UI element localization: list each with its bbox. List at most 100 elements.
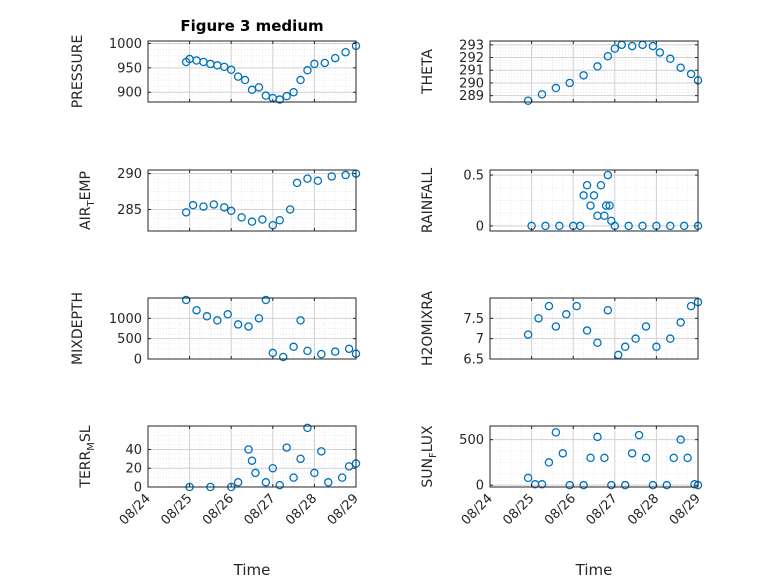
data-point xyxy=(247,217,257,226)
data-point xyxy=(666,54,675,64)
data-point xyxy=(275,215,284,225)
data-point xyxy=(289,87,298,97)
panel-h2omixra: 6.5 7 7.5 H2OMIXRA xyxy=(420,291,703,368)
data-point xyxy=(669,453,678,463)
data-point xyxy=(686,69,696,79)
panel-pressure: 900 950 1000 PRESSURE xyxy=(70,35,361,108)
data-point xyxy=(596,180,606,190)
axes-box xyxy=(489,297,699,360)
data-point xyxy=(341,47,350,57)
data-point xyxy=(292,178,302,188)
data-point xyxy=(537,90,547,99)
data-point xyxy=(282,91,291,101)
data-point xyxy=(251,468,260,478)
y-tick-label: 950 xyxy=(117,61,142,76)
data-point xyxy=(582,326,592,335)
y-axis-label: TERRMSL xyxy=(78,425,97,488)
data-point xyxy=(223,310,232,319)
data-point xyxy=(686,301,696,311)
data-point xyxy=(261,478,271,487)
data-point xyxy=(624,221,633,231)
data-point xyxy=(247,456,257,465)
data-point xyxy=(582,180,592,190)
data-point xyxy=(226,206,236,216)
data-point xyxy=(268,463,278,473)
x-tick-label: 08/26 xyxy=(542,491,579,528)
minor-grid xyxy=(489,41,699,103)
data-point xyxy=(631,334,640,343)
data-point xyxy=(289,473,298,482)
data-point xyxy=(579,191,588,200)
panel-terr-msl: 0 20 40 TERRMSL 08/24 08/25 08/26 08/27 08/28 08/… xyxy=(78,423,362,528)
data-point xyxy=(303,174,312,183)
y-tick-label: 0 xyxy=(134,353,142,368)
data-point xyxy=(676,318,685,327)
data-point xyxy=(534,314,543,323)
data-point xyxy=(317,447,326,456)
y-tick-label: 6.5 xyxy=(463,353,484,368)
data-point xyxy=(337,473,347,482)
data-point xyxy=(220,62,229,72)
data-point xyxy=(320,58,330,68)
y-tick-label: 7 xyxy=(476,332,484,347)
data-point xyxy=(213,316,222,325)
data-point xyxy=(544,301,554,311)
data-point xyxy=(317,349,326,359)
y-axis-label: SUNFLUX xyxy=(420,425,439,488)
x-tick-label: 08/29 xyxy=(325,491,362,528)
y-axis-label: MIXDEPTH xyxy=(70,292,86,365)
data-point xyxy=(638,221,647,231)
data-point xyxy=(603,305,613,315)
x-tick-label: 08/24 xyxy=(117,491,154,528)
data-point xyxy=(603,170,613,180)
x-axis-label-left: Time xyxy=(233,561,271,579)
data-point xyxy=(289,342,298,352)
data-point xyxy=(593,62,602,71)
data-point xyxy=(344,344,354,354)
data-point xyxy=(303,346,312,356)
data-point xyxy=(572,301,581,311)
data-point xyxy=(562,310,571,319)
y-tick-label: 290 xyxy=(459,76,484,91)
data-point xyxy=(220,203,229,212)
axes-box xyxy=(147,40,357,103)
data-point xyxy=(275,480,284,490)
data-point xyxy=(192,305,201,315)
data-point xyxy=(330,53,340,63)
data-point xyxy=(652,342,661,352)
x-tick-label: 08/27 xyxy=(584,491,621,528)
data-point xyxy=(324,478,333,487)
data-point xyxy=(555,221,564,231)
data-point xyxy=(244,445,253,454)
data-point xyxy=(327,172,336,181)
y-tick-label: 500 xyxy=(459,433,484,448)
data-point xyxy=(641,453,651,463)
panel-air-temp: 285 290 AIRTEMP xyxy=(78,167,361,232)
data-point xyxy=(600,453,609,463)
data-point xyxy=(565,78,574,88)
axes-box xyxy=(147,425,357,488)
data-point xyxy=(282,443,291,452)
minor-grid xyxy=(489,297,699,360)
data-point xyxy=(662,480,672,490)
data-point xyxy=(313,176,323,186)
data-point xyxy=(233,478,243,487)
series-markers xyxy=(523,297,703,360)
data-point xyxy=(655,48,665,57)
data-point xyxy=(278,352,288,362)
x-tick-label: 08/29 xyxy=(667,491,704,528)
data-point xyxy=(683,453,692,463)
axes-box xyxy=(489,425,699,488)
data-point xyxy=(523,473,533,483)
data-point xyxy=(226,65,236,75)
data-point xyxy=(627,41,637,51)
axes-box xyxy=(489,169,699,232)
y-tick-label: 1000 xyxy=(109,37,142,52)
data-point xyxy=(258,215,267,224)
y-tick-label: 500 xyxy=(117,332,142,347)
y-tick-label: 293 xyxy=(459,38,484,53)
data-point xyxy=(275,95,284,104)
y-axis-label: H2OMIXRA xyxy=(420,291,436,366)
data-point xyxy=(285,205,295,214)
